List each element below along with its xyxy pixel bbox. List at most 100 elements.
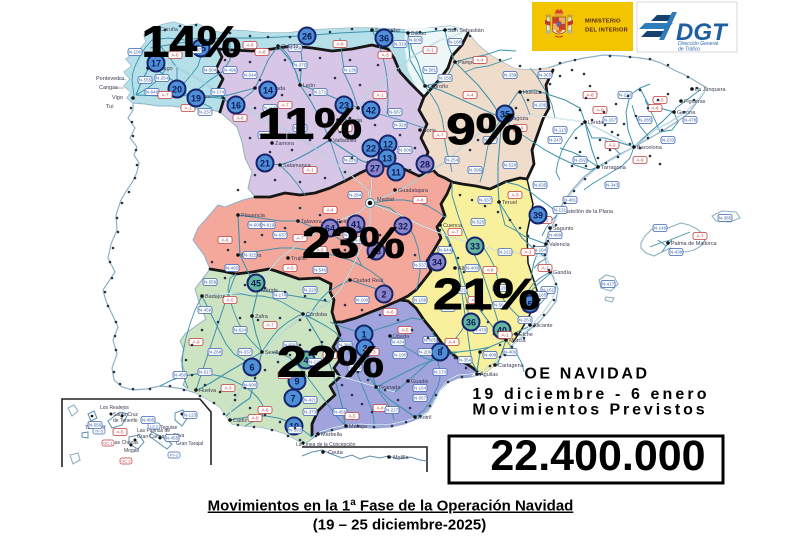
svg-text:40: 40 — [497, 325, 507, 335]
svg-text:N-593: N-593 — [289, 428, 302, 433]
svg-text:N-637: N-637 — [274, 233, 287, 238]
svg-text:A-1: A-1 — [501, 333, 509, 338]
svg-text:Sagunto: Sagunto — [553, 226, 574, 232]
svg-text:23: 23 — [339, 100, 349, 110]
svg-text:FV-2: FV-2 — [170, 453, 179, 458]
svg-text:N-455: N-455 — [166, 436, 179, 441]
svg-text:26: 26 — [302, 31, 312, 41]
svg-text:33: 33 — [470, 241, 480, 251]
svg-text:N-164: N-164 — [414, 386, 427, 391]
svg-text:N-339: N-339 — [504, 73, 517, 78]
svg-text:N-506: N-506 — [399, 148, 412, 153]
svg-text:N-354: N-354 — [459, 358, 472, 363]
svg-text:N-537: N-537 — [414, 263, 427, 268]
svg-text:N-220: N-220 — [619, 93, 632, 98]
svg-text:Trujillo: Trujillo — [291, 256, 307, 262]
svg-text:N-221: N-221 — [499, 250, 512, 255]
svg-text:A-6: A-6 — [386, 310, 394, 315]
svg-text:Las Palmas de: Las Palmas de — [137, 428, 170, 434]
svg-text:GC-1: GC-1 — [103, 441, 113, 446]
svg-text:N-174: N-174 — [274, 293, 287, 298]
svg-text:22: 22 — [366, 143, 376, 153]
svg-text:N-192: N-192 — [294, 126, 307, 131]
svg-text:N-478: N-478 — [684, 118, 697, 123]
svg-text:A-4: A-4 — [476, 58, 484, 63]
svg-text:A-1: A-1 — [306, 168, 314, 173]
svg-text:A-8: A-8 — [258, 50, 266, 55]
svg-text:3: 3 — [362, 343, 367, 353]
svg-text:N-183: N-183 — [354, 238, 367, 243]
svg-text:N-581: N-581 — [424, 68, 437, 73]
svg-text:Valencia: Valencia — [549, 242, 571, 248]
svg-text:N-406: N-406 — [504, 350, 517, 355]
svg-text:43: 43 — [371, 246, 381, 256]
svg-text:Figueras: Figueras — [684, 99, 706, 105]
svg-text:N-624: N-624 — [234, 328, 247, 333]
svg-text:N-254: N-254 — [446, 158, 459, 163]
svg-text:Pontevedra: Pontevedra — [96, 76, 125, 82]
svg-text:9: 9 — [294, 376, 299, 386]
svg-text:64: 64 — [325, 223, 335, 233]
svg-text:N-150: N-150 — [439, 76, 452, 81]
svg-text:N-585: N-585 — [424, 338, 437, 343]
svg-text:Ciudad Real: Ciudad Real — [353, 278, 383, 284]
svg-text:N-434: N-434 — [392, 340, 405, 345]
svg-text:N-417: N-417 — [602, 282, 615, 287]
svg-text:N-619: N-619 — [262, 223, 275, 228]
svg-text:A-5: A-5 — [316, 248, 324, 253]
svg-text:N-529: N-529 — [504, 163, 517, 168]
svg-text:28: 28 — [420, 159, 430, 169]
svg-text:N-564: N-564 — [494, 303, 507, 308]
svg-text:A-7: A-7 — [266, 323, 274, 328]
svg-text:23%: 23% — [302, 219, 405, 267]
svg-text:A-6: A-6 — [221, 238, 229, 243]
svg-text:20: 20 — [172, 84, 182, 94]
svg-text:N-328: N-328 — [394, 123, 407, 128]
svg-text:Huesca: Huesca — [523, 90, 543, 96]
svg-text:N-644: N-644 — [439, 248, 452, 253]
svg-text:12: 12 — [383, 139, 393, 149]
svg-text:GC-2: GC-2 — [121, 459, 131, 464]
svg-text:Coruña: Coruña — [160, 27, 179, 33]
svg-text:A-8: A-8 — [416, 198, 424, 203]
svg-text:N-247: N-247 — [549, 138, 562, 143]
svg-text:19 diciembre - 6 enero: 19 diciembre - 6 enero — [472, 386, 709, 403]
svg-text:Dirección General: Dirección General — [678, 41, 719, 47]
svg-text:N-517: N-517 — [199, 370, 212, 375]
svg-text:A-7: A-7 — [281, 103, 289, 108]
svg-text:A-8: A-8 — [251, 416, 259, 421]
svg-text:N-534: N-534 — [259, 133, 272, 138]
svg-text:Águilas: Águilas — [480, 371, 498, 378]
svg-text:A-7: A-7 — [451, 230, 459, 235]
svg-text:Guadix: Guadix — [411, 379, 429, 385]
svg-text:(19 – 25 diciembre-2025): (19 – 25 diciembre-2025) — [313, 517, 486, 534]
svg-text:Marbella: Marbella — [321, 432, 343, 438]
svg-text:OE NAVIDAD: OE NAVIDAD — [524, 366, 649, 383]
svg-text:N-170: N-170 — [434, 370, 447, 375]
svg-text:7: 7 — [290, 393, 295, 403]
svg-text:N-226: N-226 — [344, 158, 357, 163]
svg-text:N-167: N-167 — [604, 118, 617, 123]
svg-text:N-396: N-396 — [469, 168, 482, 173]
svg-text:34: 34 — [432, 257, 442, 267]
svg-text:N-504: N-504 — [204, 68, 217, 73]
svg-text:TF-5: TF-5 — [95, 429, 104, 434]
svg-text:N-292: N-292 — [574, 158, 587, 163]
svg-text:16: 16 — [231, 100, 241, 110]
svg-text:A-6: A-6 — [246, 43, 254, 48]
svg-text:A-2: A-2 — [608, 143, 616, 148]
svg-text:N-400: N-400 — [466, 266, 479, 271]
svg-text:N-190: N-190 — [356, 298, 369, 303]
svg-text:DEL INTERIOR: DEL INTERIOR — [585, 28, 628, 34]
svg-text:N-546: N-546 — [314, 268, 327, 273]
svg-text:N-147: N-147 — [484, 138, 497, 143]
svg-text:A-8: A-8 — [486, 268, 494, 273]
svg-text:Tarragona: Tarragona — [601, 165, 627, 171]
svg-text:N-161: N-161 — [542, 288, 555, 293]
svg-text:A-4: A-4 — [448, 340, 456, 345]
svg-text:Logroño: Logroño — [428, 84, 448, 90]
svg-text:N-495: N-495 — [226, 266, 239, 271]
svg-text:N-365: N-365 — [539, 73, 552, 78]
svg-text:Motril: Motril — [418, 415, 431, 421]
svg-text:N-146: N-146 — [654, 226, 667, 231]
